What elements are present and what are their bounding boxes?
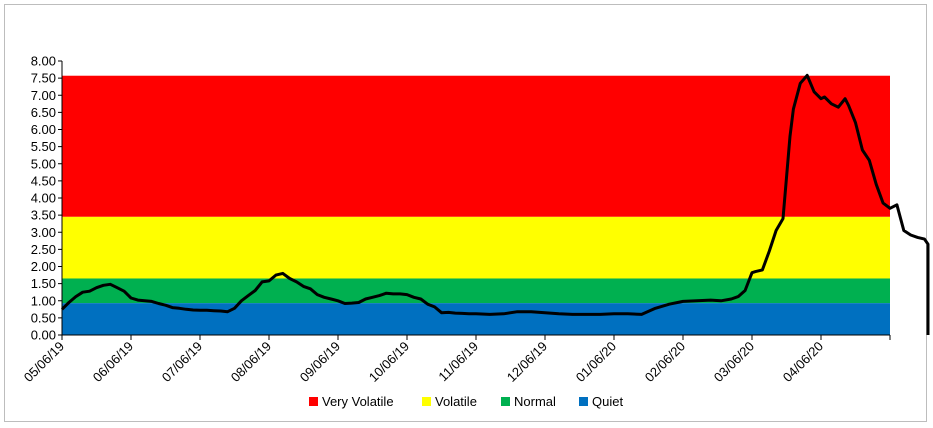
y-tick-label: 7.50 [31, 71, 56, 86]
x-tick-label: 02/06/20 [642, 339, 688, 385]
y-tick-label: 1.00 [31, 293, 56, 308]
y-tick-label: 0.50 [31, 310, 56, 325]
x-tick-label: 08/06/19 [228, 339, 274, 385]
legend-swatch [501, 397, 510, 406]
legend-label: Volatile [435, 394, 477, 409]
y-tick-label: 0.00 [31, 328, 56, 343]
y-tick-label: 1.50 [31, 276, 56, 291]
y-tick-label: 4.00 [31, 191, 56, 206]
y-tick-label: 5.00 [31, 156, 56, 171]
y-tick-label: 5.50 [31, 139, 56, 154]
x-tick-label: 05/06/19 [21, 339, 67, 385]
legend-label: Quiet [592, 394, 623, 409]
legend-swatch [309, 397, 318, 406]
legend-label: Very Volatile [322, 394, 394, 409]
y-tick-label: 4.50 [31, 173, 56, 188]
y-tick-label: 7.00 [31, 88, 56, 103]
band-quiet [62, 303, 890, 335]
y-tick-label: 6.00 [31, 122, 56, 137]
x-tick-label: 07/06/19 [159, 339, 205, 385]
x-tick-label: 09/06/19 [297, 339, 343, 385]
band-volatile [62, 216, 890, 279]
band-very-volatile [62, 75, 890, 217]
y-tick-label: 2.00 [31, 259, 56, 274]
y-tick-label: 3.00 [31, 225, 56, 240]
legend-swatch [422, 397, 431, 406]
legend-swatch [579, 397, 588, 406]
y-tick-label: 6.50 [31, 105, 56, 120]
x-tick-label: 10/06/19 [366, 339, 412, 385]
y-tick-label: 8.00 [31, 54, 56, 69]
y-tick-label: 3.50 [31, 208, 56, 223]
x-tick-label: 03/06/20 [711, 339, 757, 385]
legend-label: Normal [514, 394, 556, 409]
y-tick-label: 2.50 [31, 242, 56, 257]
x-tick-label: 11/06/19 [435, 339, 481, 385]
x-tick-label: 01/06/20 [573, 339, 619, 385]
x-tick-label: 04/06/20 [780, 339, 826, 385]
x-tick-label: 12/06/19 [504, 339, 550, 385]
band-normal [62, 278, 890, 304]
line-layer [60, 73, 930, 335]
legend: Very Volatile Volatile Normal Quiet [309, 394, 623, 409]
x-tick-label: 06/06/19 [90, 339, 136, 385]
bands-layer [62, 75, 890, 335]
series-line [60, 73, 930, 335]
